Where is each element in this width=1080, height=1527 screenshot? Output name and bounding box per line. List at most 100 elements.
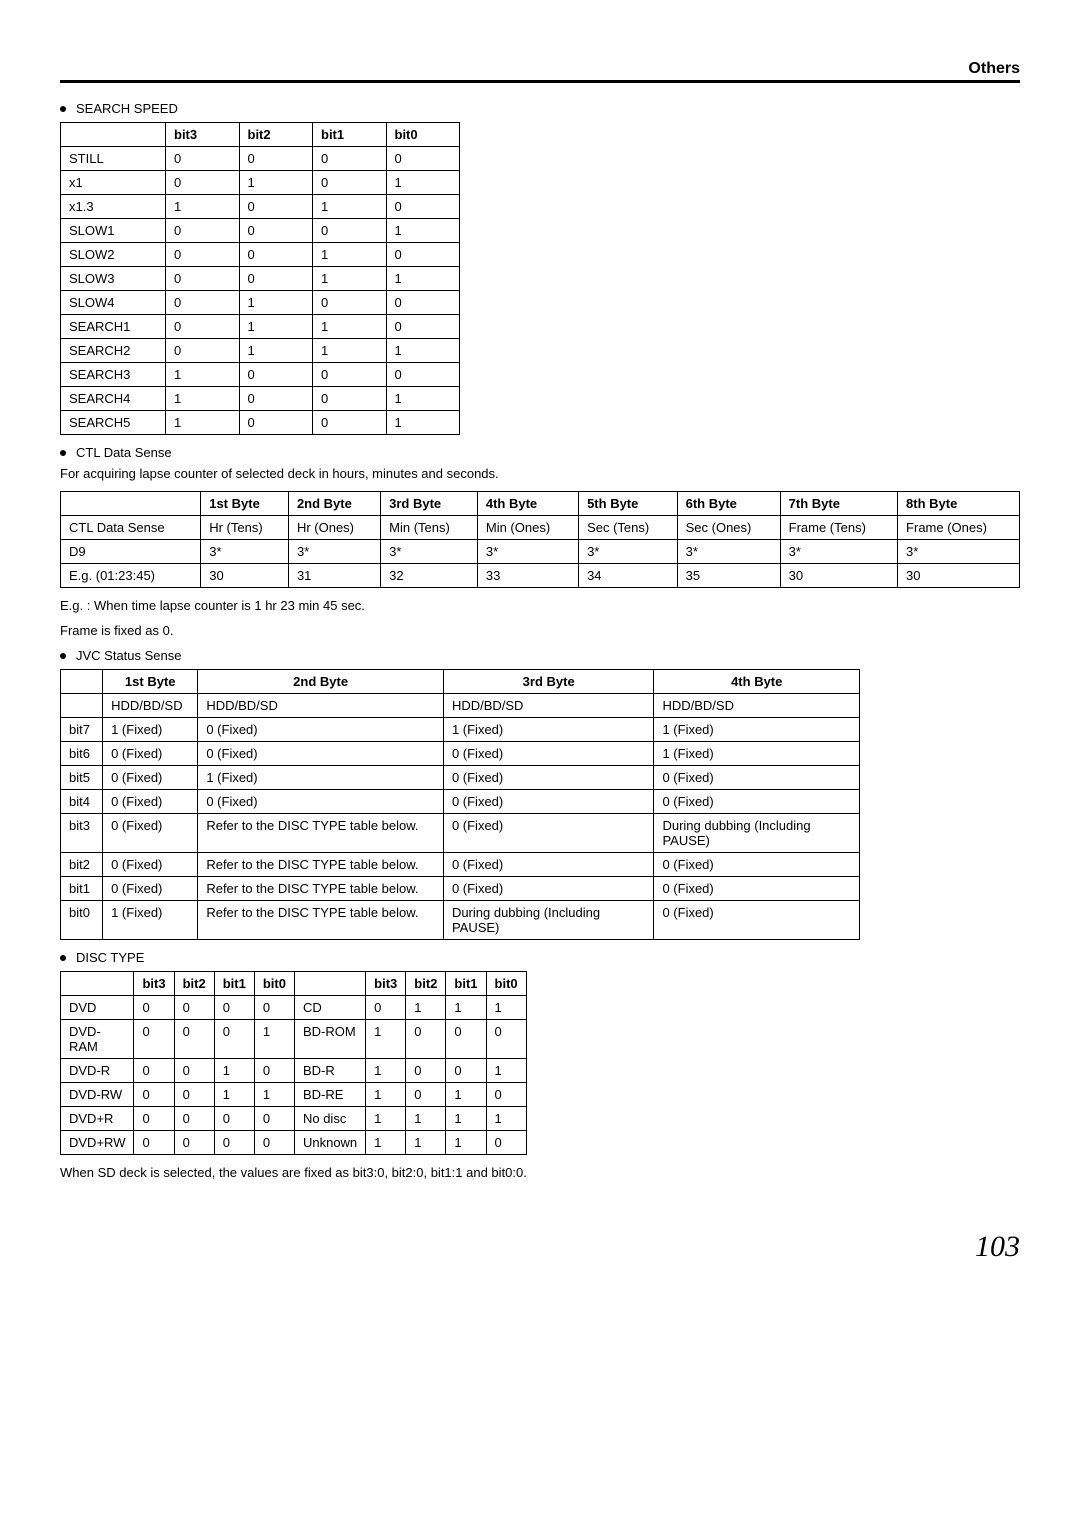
table-row: SLOW30011 — [61, 267, 460, 291]
cell: 0 — [134, 1131, 174, 1155]
cell: 1 — [386, 171, 460, 195]
cell: 0 — [214, 1020, 254, 1059]
cell: DVD — [61, 996, 134, 1020]
cell: 33 — [477, 564, 578, 588]
cell: 0 — [174, 1083, 214, 1107]
ctl-example-line1: E.g. : When time lapse counter is 1 hr 2… — [60, 598, 1020, 613]
table-jvc: 1st Byte2nd Byte3rd Byte4th Byte HDD/BD/… — [60, 669, 860, 940]
cell: BD-ROM — [294, 1020, 365, 1059]
cell: 0 — [166, 147, 240, 171]
cell: 0 — [486, 1131, 526, 1155]
cell: 0 — [386, 147, 460, 171]
table-disc: bit3bit2bit1bit0bit3bit2bit1bit0 DVD0000… — [60, 971, 527, 1155]
cell: 1 (Fixed) — [654, 742, 860, 766]
cell: 1 — [166, 363, 240, 387]
cell: bit1 — [61, 877, 103, 901]
cell: 3* — [288, 540, 380, 564]
cell: 0 — [239, 363, 313, 387]
cell: 0 (Fixed) — [103, 853, 198, 877]
cell: SLOW2 — [61, 243, 166, 267]
cell: 0 — [166, 171, 240, 195]
cell: 0 (Fixed) — [443, 814, 654, 853]
cell: 0 (Fixed) — [103, 766, 198, 790]
cell: 0 — [239, 387, 313, 411]
table-row: DVD+R0000No disc1111 — [61, 1107, 527, 1131]
cell: 1 — [166, 387, 240, 411]
section-heading-jvc: JVC Status Sense — [60, 648, 1020, 663]
cell: 1 — [406, 996, 446, 1020]
cell: 0 — [166, 315, 240, 339]
cell: 0 (Fixed) — [198, 718, 444, 742]
cell: E.g. (01:23:45) — [61, 564, 201, 588]
cell: 0 — [134, 996, 174, 1020]
th: 6th Byte — [677, 492, 780, 516]
cell: 1 — [313, 315, 387, 339]
cell: 1 — [366, 1059, 406, 1083]
cell: 30 — [201, 564, 289, 588]
cell: DVD-RW — [61, 1083, 134, 1107]
cell: Refer to the DISC TYPE table below. — [198, 901, 444, 940]
cell: 30 — [780, 564, 897, 588]
cell: 0 — [166, 243, 240, 267]
cell: 0 (Fixed) — [654, 790, 860, 814]
cell: 3* — [780, 540, 897, 564]
disc-footnote: When SD deck is selected, the values are… — [60, 1165, 1020, 1180]
cell: 1 — [166, 195, 240, 219]
table-row: SEARCH51001 — [61, 411, 460, 435]
th: bit0 — [486, 972, 526, 996]
cell: 0 — [214, 1107, 254, 1131]
th: bit3 — [134, 972, 174, 996]
cell: 1 — [386, 219, 460, 243]
cell: 1 — [366, 1020, 406, 1059]
cell: 0 — [406, 1083, 446, 1107]
table-row: SLOW10001 — [61, 219, 460, 243]
cell: 1 — [386, 387, 460, 411]
cell: 3* — [677, 540, 780, 564]
cell: 3* — [579, 540, 678, 564]
cell: x1.3 — [61, 195, 166, 219]
cell: CTL Data Sense — [61, 516, 201, 540]
cell: 0 — [254, 1131, 294, 1155]
cell: 0 — [134, 1059, 174, 1083]
cell: 0 — [406, 1059, 446, 1083]
cell: DVD-R — [61, 1059, 134, 1083]
table-row: DVD-R0010BD-R1001 — [61, 1059, 527, 1083]
cell: 0 (Fixed) — [443, 742, 654, 766]
cell: SEARCH1 — [61, 315, 166, 339]
table-row: CTL Data SenseHr (Tens)Hr (Ones)Min (Ten… — [61, 516, 1020, 540]
th: bit1 — [446, 972, 486, 996]
cell: 0 — [313, 363, 387, 387]
cell: 1 — [446, 1131, 486, 1155]
cell: 0 — [254, 1107, 294, 1131]
table-ctl: 1st Byte2nd Byte3rd Byte4th Byte5th Byte… — [60, 491, 1020, 588]
cell: 0 — [239, 243, 313, 267]
cell: 0 (Fixed) — [654, 853, 860, 877]
cell: 0 (Fixed) — [103, 790, 198, 814]
table-row: x10101 — [61, 171, 460, 195]
cell: bit3 — [61, 814, 103, 853]
cell — [61, 694, 103, 718]
cell: 0 — [214, 1131, 254, 1155]
cell: 1 — [406, 1131, 446, 1155]
cell: 3* — [381, 540, 478, 564]
table-row: DVD-RW0011BD-RE1010 — [61, 1083, 527, 1107]
th: bit2 — [239, 123, 313, 147]
th: bit0 — [254, 972, 294, 996]
cell: 34 — [579, 564, 678, 588]
th: bit0 — [386, 123, 460, 147]
table-row: E.g. (01:23:45)3031323334353030 — [61, 564, 1020, 588]
ctl-description: For acquiring lapse counter of selected … — [60, 466, 1020, 481]
table-row: SEARCH20111 — [61, 339, 460, 363]
cell: 1 — [239, 339, 313, 363]
cell: 0 — [446, 1020, 486, 1059]
th: bit2 — [174, 972, 214, 996]
cell: 0 (Fixed) — [103, 742, 198, 766]
cell: SEARCH3 — [61, 363, 166, 387]
cell: 1 — [239, 291, 313, 315]
cell: 1 — [386, 267, 460, 291]
cell: DVD+RW — [61, 1131, 134, 1155]
cell: 0 (Fixed) — [198, 742, 444, 766]
cell: 1 — [166, 411, 240, 435]
cell: 0 — [254, 996, 294, 1020]
cell: 0 — [406, 1020, 446, 1059]
